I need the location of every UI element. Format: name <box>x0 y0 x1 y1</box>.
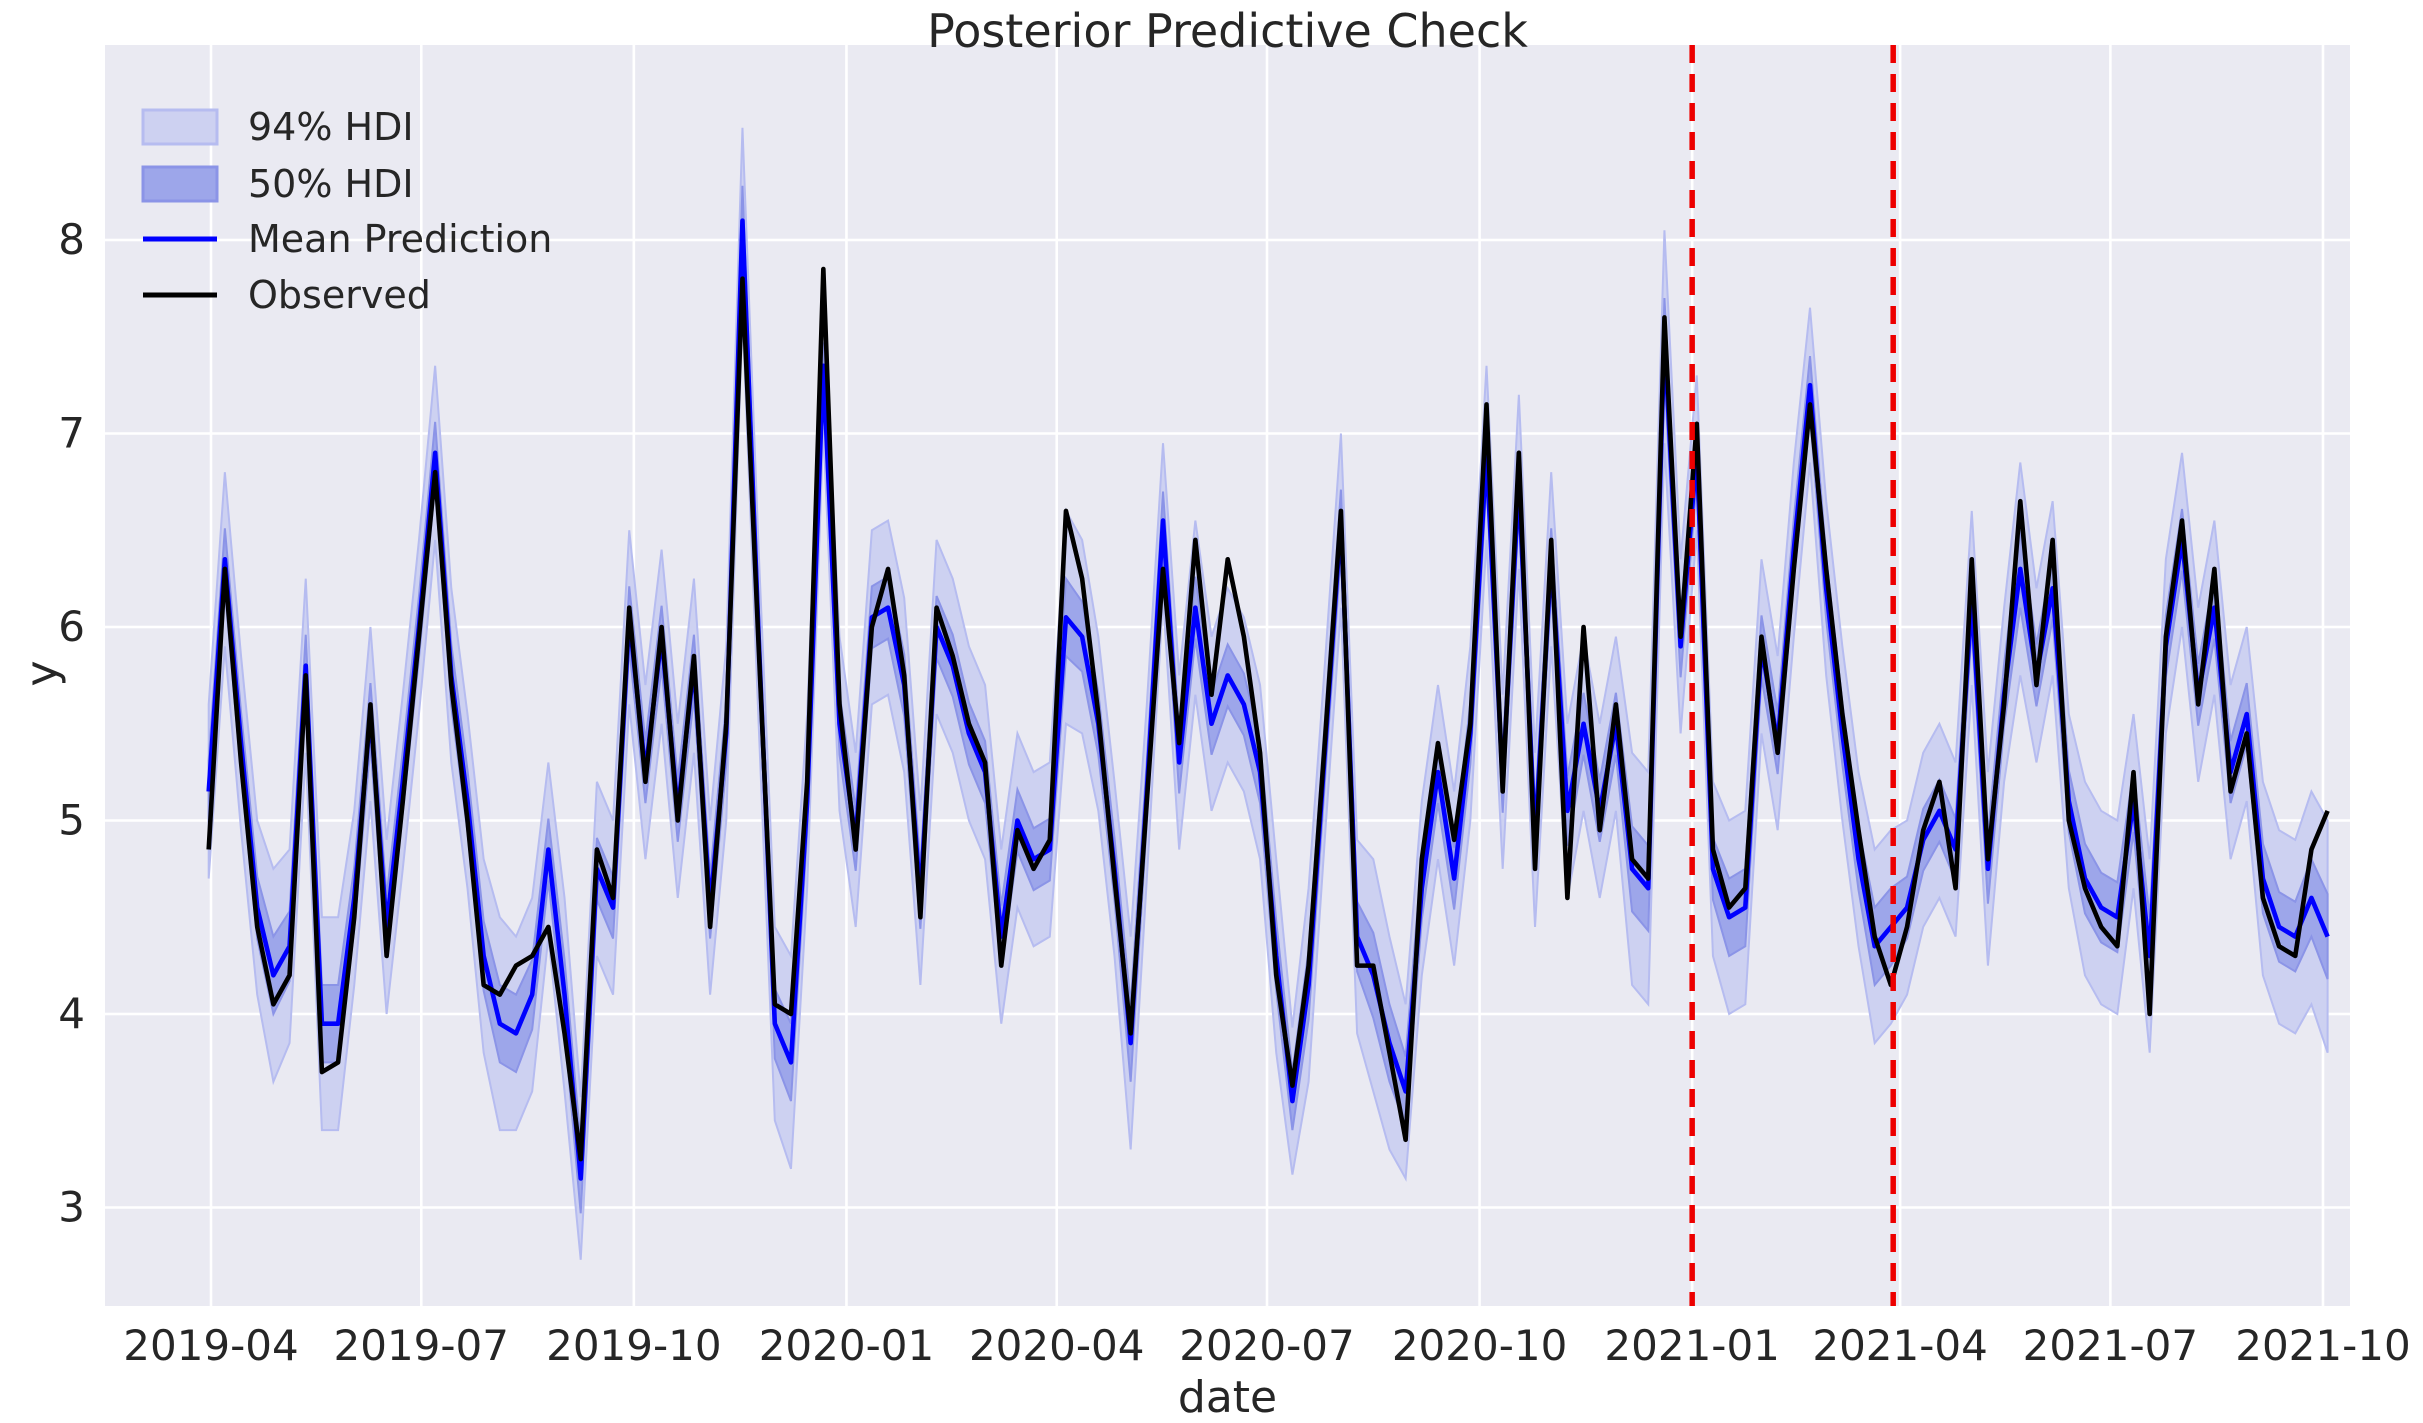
x-tick-label: 2021-04 <box>1812 1321 1988 1370</box>
x-tick-label: 2020-04 <box>969 1321 1145 1370</box>
x-tick-label: 2021-01 <box>1604 1321 1780 1370</box>
tick-label-layer: 3 4 5 6 7 8 2019-04 2019-07 2019-10 2020-01 2020-0… <box>58 215 2410 1370</box>
y-tick-label: 8 <box>58 215 85 264</box>
x-tick-label: 2021-10 <box>2235 1321 2411 1370</box>
x-axis-label: date <box>1177 1372 1278 1423</box>
y-tick-label: 4 <box>58 989 85 1038</box>
x-tick-label: 2020-10 <box>1392 1321 1568 1370</box>
observed-line <box>206 266 2330 1162</box>
y-tick-label: 7 <box>58 409 85 458</box>
x-tick-label: 2019-04 <box>123 1321 299 1370</box>
x-tick-label: 2020-01 <box>759 1321 935 1370</box>
y-tick-label: 3 <box>58 1183 85 1232</box>
data-layer <box>206 127 2330 1260</box>
y-axis-label: y <box>16 660 68 687</box>
chart-title: Posterior Predictive Check <box>927 4 1528 58</box>
legend-swatch-94-hdi <box>141 108 219 146</box>
x-tick-label: 2019-10 <box>546 1321 722 1370</box>
legend: 94% HDI 50% HDI Mean Prediction Observed <box>141 105 552 317</box>
y-tick-label: 5 <box>58 796 85 845</box>
y-tick-label: 6 <box>58 602 85 651</box>
legend-label: 50% HDI <box>248 162 414 206</box>
x-tick-label: 2019-07 <box>334 1321 510 1370</box>
legend-swatch-50-hdi <box>141 165 219 203</box>
legend-label: 94% HDI <box>248 105 414 149</box>
legend-label: Observed <box>248 273 431 317</box>
legend-label: Mean Prediction <box>248 217 552 261</box>
x-tick-label: 2021-07 <box>2023 1321 2199 1370</box>
x-tick-label: 2020-07 <box>1179 1321 1355 1370</box>
